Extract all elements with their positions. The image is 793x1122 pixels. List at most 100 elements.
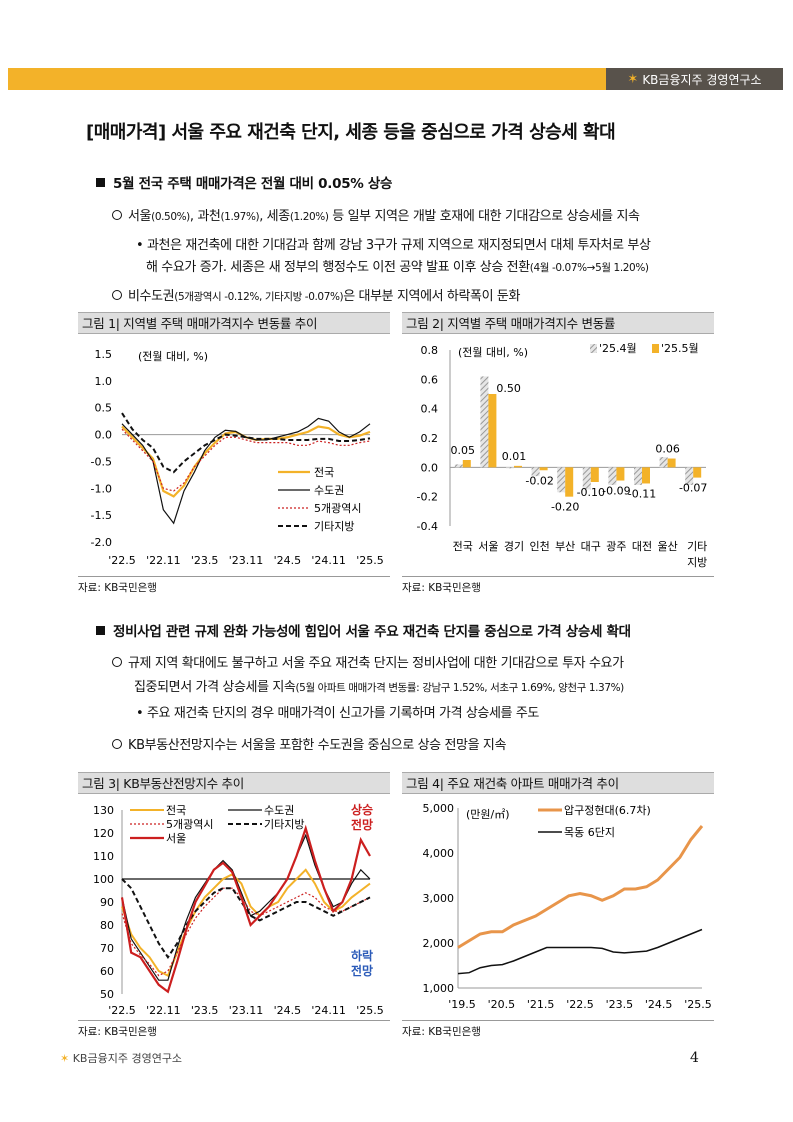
- y-tick-label: 80: [100, 919, 114, 932]
- fig3-title: 그림 3| KB부동산전망지수 추이: [78, 772, 390, 794]
- bar-'25.5월: [462, 460, 471, 468]
- y-tick-label: -2.0: [91, 536, 112, 549]
- bar-'25.4월: [506, 467, 514, 469]
- x-tick-label: '24.5: [274, 1004, 302, 1017]
- square-bullet-icon: [96, 626, 105, 635]
- data-label: 0.06: [655, 443, 680, 456]
- x-tick-label: 서울: [478, 540, 498, 553]
- y-tick-label: 1,000: [423, 982, 455, 995]
- x-tick-label: '19.5: [448, 998, 476, 1011]
- text: (5월 아파트 매매가격 변동률: 강남구 1.52%, 서초구 1.69%, …: [295, 682, 624, 694]
- bar-'25.5월: [590, 467, 599, 482]
- circle-bullet-icon: [112, 290, 122, 300]
- data-label: -0.10: [577, 486, 605, 499]
- x-tick-label: '24.11: [311, 1004, 346, 1017]
- x-tick-label: '24.11: [311, 554, 346, 567]
- section2-bullet2: KB부동산전망지수는 서울을 포함한 수도권을 중심으로 상승 전망을 지속: [112, 734, 506, 753]
- section2-heading: 정비사업 관련 규제 완화 가능성에 힘입어 서울 주요 재건축 단지를 중심으…: [96, 620, 631, 640]
- y-tick-label: 1.5: [95, 348, 113, 361]
- header-brand-text: KB금융지주 경영연구소: [642, 72, 762, 87]
- x-tick-label: '23.5: [606, 998, 634, 1011]
- bar-'25.4월: [608, 467, 617, 485]
- x-tick-label: '23.5: [191, 554, 219, 567]
- unit-label: (전월 대비, %): [138, 350, 208, 363]
- x-tick-label: '24.5: [274, 554, 302, 567]
- section1-heading: 5월 전국 주택 매매가격은 전월 대비 0.05% 상승: [96, 172, 392, 192]
- bar-'25.5월: [488, 394, 497, 468]
- legend-label: '25.5월: [661, 342, 699, 355]
- x-tick-label: 인천: [529, 539, 549, 553]
- bar-'25.5월: [565, 467, 574, 497]
- bar-'25.5월: [616, 467, 625, 481]
- series-line-전국: [121, 868, 371, 977]
- series-line-목동 6단지: [457, 928, 703, 975]
- text: 해 수요가 증가. 세종은 새 정부의 행정수도 이전 공약 발표 이후 상승 …: [146, 260, 530, 275]
- section2-bullet1-line2: 집중되면서 가격 상승세를 지속(5월 아파트 매매가격 변동률: 강남구 1.…: [134, 676, 624, 695]
- x-tick-label: '20.5: [488, 998, 516, 1011]
- y-tick-label: -0.2: [417, 491, 438, 504]
- y-tick-label: 70: [100, 942, 114, 955]
- fig1-chart: 1.5 1.0 0.5 0.0 -0.5 -1.0 -1.5 -2.0 '22.5 '22.11 '…: [91, 348, 384, 567]
- x-tick-label: '23.11: [229, 1004, 264, 1017]
- x-tick-label: '22.5: [108, 554, 136, 567]
- y-tick-label: 0.4: [421, 403, 439, 416]
- y-tick-label: -1.0: [91, 482, 112, 495]
- section2-sub1: • 주요 재건축 단지의 경우 매매가격이 신고가를 기록하며 가격 상승세를 …: [136, 706, 539, 721]
- bar-'25.4월: [557, 467, 566, 493]
- text: (4월 -0.07%→5월 1.20%): [529, 262, 649, 274]
- x-tick-label: 기타: [687, 540, 707, 553]
- annotation-up: 상승: [351, 802, 373, 817]
- x-tick-label: '22.5: [566, 998, 594, 1011]
- y-tick-label: 120: [93, 827, 114, 840]
- text: 은 대부분 지역에서 하락폭이 둔화: [343, 289, 521, 304]
- y-tick-label: 0.2: [421, 432, 439, 445]
- circle-bullet-icon: [112, 657, 122, 667]
- legend-label: 서울: [166, 832, 186, 845]
- y-tick-label: 1.0: [95, 375, 113, 388]
- x-tick-label: 대구: [581, 540, 601, 553]
- series-line-기타지방: [121, 878, 371, 960]
- bar-'25.4월: [531, 467, 540, 477]
- circle-bullet-icon: [112, 210, 122, 220]
- x-tick-label: 울산: [657, 540, 677, 553]
- text: , 과천: [189, 209, 221, 224]
- legend-label: 수도권: [264, 804, 294, 817]
- text: 규제 지역 확대에도 불구하고 서울 주요 재건축 단지는 정비사업에 대한 기…: [128, 656, 624, 671]
- legend-swatch: [652, 344, 659, 353]
- data-label: 0.05: [451, 444, 476, 457]
- kb-logo-icon: ✶: [60, 1052, 70, 1065]
- series-line-서울: [120, 824, 371, 994]
- fig3-chart: 130 120 110 100 90 80 70 60 50 '22.5 '22.11 '23.5 '2…: [93, 802, 384, 1017]
- x-tick-label: '21.5: [527, 998, 555, 1011]
- series-line-5개광역시: [121, 428, 371, 492]
- bar-'25.4월: [454, 464, 463, 468]
- square-bullet-icon: [96, 178, 105, 187]
- x-tick-label: '22.11: [146, 1004, 181, 1017]
- header-bar: [8, 68, 783, 90]
- bar-'25.5월: [514, 465, 522, 468]
- fig4-title: 그림 4| 주요 재건축 아파트 매매가격 추이: [402, 772, 714, 794]
- text: (5개광역시 -0.12%, 기타지방 -0.07%): [174, 291, 344, 303]
- y-tick-label: 50: [100, 988, 114, 1001]
- legend-label: 수도권: [314, 484, 344, 497]
- y-tick-label: -0.5: [91, 455, 112, 468]
- fig4-chart: 5,000 4,000 3,000 2,000 1,000 '19.5 '20.5 '21.5…: [423, 802, 712, 1011]
- fig1-title: 그림 1| 지역별 주택 매매가격지수 변동률 추이: [78, 312, 390, 334]
- y-tick-label: 5,000: [423, 802, 455, 815]
- section1-bullet2: 비수도권(5개광역시 -0.12%, 기타지방 -0.07%)은 대부분 지역에…: [112, 285, 520, 304]
- circle-bullet-icon: [112, 739, 122, 749]
- x-tick-label: '23.11: [229, 554, 264, 567]
- x-tick-label: 경기: [504, 540, 524, 553]
- annotation-up: 전망: [351, 817, 373, 832]
- series-line-5개광역시: [121, 887, 371, 977]
- bar-'25.4월: [582, 467, 591, 490]
- data-label: -0.09: [602, 485, 630, 498]
- bar-'25.5월: [693, 467, 702, 478]
- section1-sub1-line2: 해 수요가 증가. 세종은 새 정부의 행정수도 이전 공약 발표 이후 상승 …: [146, 256, 649, 275]
- text: (1.97%): [220, 211, 260, 223]
- section1-heading-text: 5월 전국 주택 매매가격은 전월 대비 0.05% 상승: [113, 176, 393, 192]
- data-label: -0.07: [679, 482, 707, 495]
- bar-'25.5월: [642, 467, 650, 484]
- legend-label: 압구정현대(6.7차): [564, 804, 651, 817]
- y-tick-label: -1.5: [91, 509, 112, 522]
